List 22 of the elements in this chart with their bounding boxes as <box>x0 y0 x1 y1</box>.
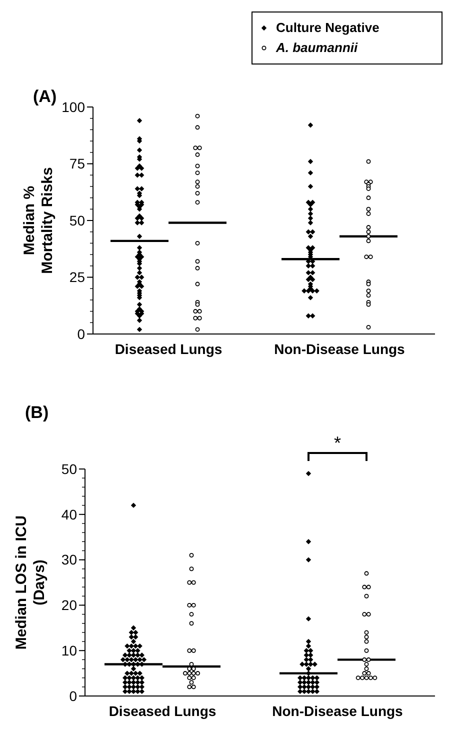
y-tick-label: 75 <box>69 156 86 172</box>
y-axis-title: Median LOS in ICU (Days) <box>13 515 48 650</box>
chart-title: (B) <box>25 403 49 422</box>
y-tick-label: 0 <box>77 326 86 342</box>
x-tick-label: Diseased Lungs <box>108 703 216 719</box>
y-tick-label: 40 <box>61 506 78 522</box>
y-tick-label: 20 <box>61 597 78 614</box>
x-tick-label: Diseased Lungs <box>114 341 222 357</box>
x-tick-label: Non-Disease Lungs <box>272 703 404 719</box>
y-tick-label: 50 <box>61 460 78 477</box>
y-tick-label: 50 <box>69 212 86 228</box>
y-tick-label: 100 <box>62 98 86 115</box>
y-tick-label: 30 <box>61 552 78 568</box>
legend-label: Culture Negative <box>276 20 380 35</box>
legend-label: A. baumannii <box>275 40 358 55</box>
y-axis-title: Median % Mortality Risks <box>21 167 56 274</box>
text: * <box>334 433 342 453</box>
chart-title: (A) <box>33 87 57 106</box>
y-tick-label: 10 <box>61 642 78 658</box>
y-tick-label: 0 <box>69 688 78 704</box>
x-tick-label: Non-Disease Lungs <box>274 341 406 357</box>
y-tick-label: 25 <box>69 269 86 286</box>
